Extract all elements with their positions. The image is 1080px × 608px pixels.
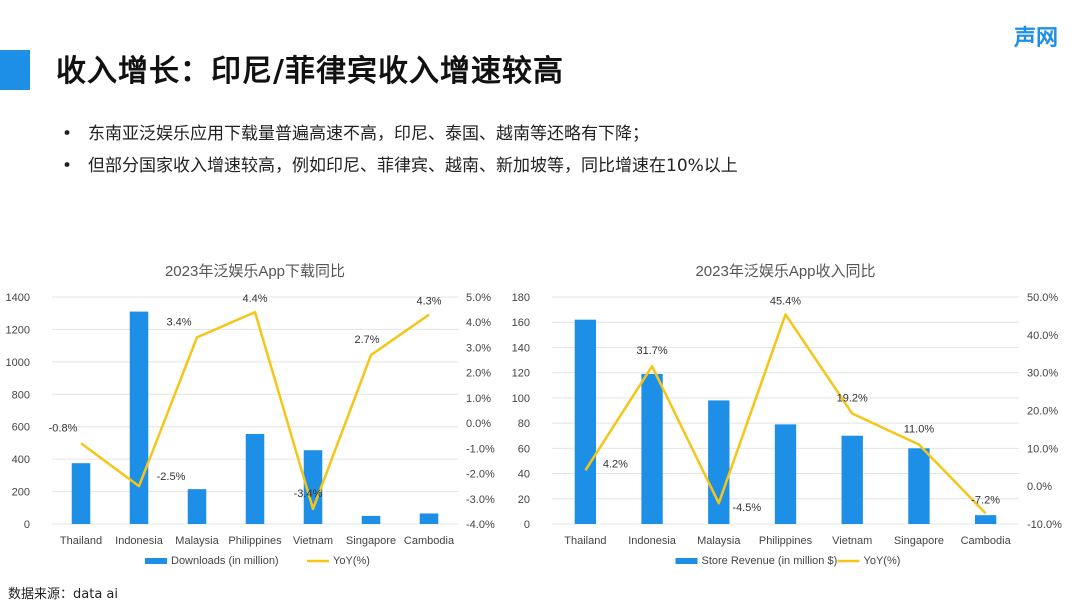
y-right-tick-label: 4.0% [466, 317, 491, 329]
bar [641, 373, 663, 524]
y-right-tick-label: 1.0% [466, 393, 491, 405]
y-right-tick-label: -2.0% [466, 469, 495, 481]
y-left-tick-label: 600 [12, 422, 30, 434]
bar [574, 319, 597, 524]
legend-bar-swatch [145, 558, 167, 564]
y-left-tick-label: 1400 [6, 292, 30, 304]
y-right-tick-label: 30.0% [1027, 368, 1058, 380]
y-right-tick-label: 5.0% [466, 292, 491, 304]
legend-bar-label: Store Revenue (in million $) [702, 555, 838, 567]
x-tick-label: Vietnam [832, 535, 872, 547]
y-left-tick-label: 0 [524, 519, 530, 531]
data-label: 11.0% [904, 424, 935, 436]
y-left-tick-label: 200 [12, 487, 30, 499]
y-left-tick-label: 1000 [6, 357, 30, 369]
legend-bar-swatch [675, 558, 698, 564]
bar [974, 515, 997, 524]
x-tick-label: Malaysia [175, 535, 219, 547]
bar [303, 450, 323, 524]
x-tick-label: Indonesia [628, 535, 677, 547]
data-label: 19.2% [837, 393, 868, 405]
bar [908, 448, 930, 524]
data-label: -0.8% [49, 422, 78, 434]
y-left-tick-label: 120 [512, 368, 530, 380]
bar [774, 424, 797, 524]
data-label: 45.4% [770, 295, 801, 307]
data-label: 2.7% [354, 334, 379, 346]
bar [187, 489, 207, 524]
y-right-tick-label: -10.0% [1027, 519, 1062, 531]
y-left-tick-label: 180 [512, 292, 530, 304]
yoy-line [80, 310, 430, 511]
y-left-tick-label: 100 [512, 393, 530, 405]
x-tick-label: Singapore [894, 535, 944, 547]
bar [841, 435, 863, 524]
bar [245, 434, 265, 524]
y-right-tick-label: 20.0% [1027, 406, 1058, 418]
bullet-dot: • [62, 124, 73, 144]
y-left-tick-label: 160 [512, 317, 530, 329]
y-left-tick-label: 20 [518, 494, 530, 506]
y-right-tick-label: 0.0% [1027, 481, 1052, 493]
y-right-tick-label: 3.0% [466, 342, 491, 354]
bar [708, 400, 730, 524]
data-label: 3.4% [166, 316, 191, 328]
page-title: 收入增长：印尼/菲律宾收入增速较高 [56, 54, 564, 89]
y-left-tick-label: 80 [518, 418, 530, 430]
data-source: 数据来源：data ai [8, 587, 118, 602]
y-right-tick-label: 0.0% [466, 418, 491, 430]
data-label: 4.2% [603, 458, 628, 470]
bar [361, 515, 381, 524]
data-label: 4.3% [416, 296, 441, 308]
y-right-tick-label: -3.0% [466, 494, 495, 506]
y-right-tick-label: 10.0% [1027, 443, 1058, 455]
bullet-item: • 但部分国家收入增速较高，例如印尼、菲律宾、越南、新加坡等，同比增速在10%以上 [62, 150, 738, 182]
x-tick-label: Philippines [228, 535, 282, 547]
legend-line-label: YoY(%) [333, 555, 370, 567]
y-left-tick-label: 400 [12, 454, 30, 466]
data-label: -3.4% [294, 488, 323, 500]
x-tick-label: Malaysia [697, 535, 741, 547]
y-left-tick-label: 60 [518, 443, 530, 455]
y-right-tick-label: 50.0% [1027, 292, 1058, 304]
bar [129, 311, 149, 524]
legend-line-label: YoY(%) [864, 555, 901, 567]
x-tick-label: Vietnam [293, 535, 333, 547]
bar [71, 463, 91, 524]
data-label: 31.7% [636, 345, 667, 357]
bullet-text: 但部分国家收入增速较高，例如印尼、菲律宾、越南、新加坡等，同比增速在10%以上 [88, 156, 738, 176]
brand-logo: 声网 [1013, 26, 1058, 51]
title-accent-bar [0, 50, 30, 90]
y-left-tick-label: 0 [24, 519, 30, 531]
x-tick-label: Singapore [346, 535, 396, 547]
x-tick-label: Cambodia [404, 535, 455, 547]
bullet-item: • 东南亚泛娱乐应用下载量普遍高速不高，印尼、泰国、越南等还略有下降； [62, 118, 738, 150]
y-left-tick-label: 1200 [6, 324, 30, 336]
x-tick-label: Indonesia [115, 535, 164, 547]
bullet-dot: • [62, 156, 73, 176]
chart-title: 2023年泛娱乐App收入同比 [695, 263, 875, 280]
y-left-tick-label: 800 [12, 389, 30, 401]
data-label: -2.5% [157, 471, 186, 483]
x-tick-label: Thailand [564, 535, 606, 547]
x-tick-label: Thailand [60, 535, 102, 547]
yoy-line [584, 313, 987, 515]
y-right-tick-label: 40.0% [1027, 330, 1058, 342]
x-tick-label: Philippines [759, 535, 813, 547]
bar [419, 513, 439, 524]
chart-title: 2023年泛娱乐App下载同比 [165, 263, 345, 280]
y-right-tick-label: -4.0% [466, 519, 495, 531]
x-tick-label: Cambodia [961, 535, 1012, 547]
data-label: 4.4% [242, 293, 267, 305]
y-right-tick-label: 2.0% [466, 368, 491, 380]
y-left-tick-label: 140 [512, 342, 530, 354]
y-right-tick-label: -1.0% [466, 443, 495, 455]
legend-bar-label: Downloads (in million) [171, 555, 279, 567]
bullet-text: 东南亚泛娱乐应用下载量普遍高速不高，印尼、泰国、越南等还略有下降； [88, 124, 649, 144]
y-left-tick-label: 40 [518, 469, 530, 481]
bullet-list: • 东南亚泛娱乐应用下载量普遍高速不高，印尼、泰国、越南等还略有下降； • 但部分国… [62, 118, 738, 182]
data-label: -4.5% [732, 502, 761, 514]
data-label: -7.2% [971, 494, 1000, 506]
